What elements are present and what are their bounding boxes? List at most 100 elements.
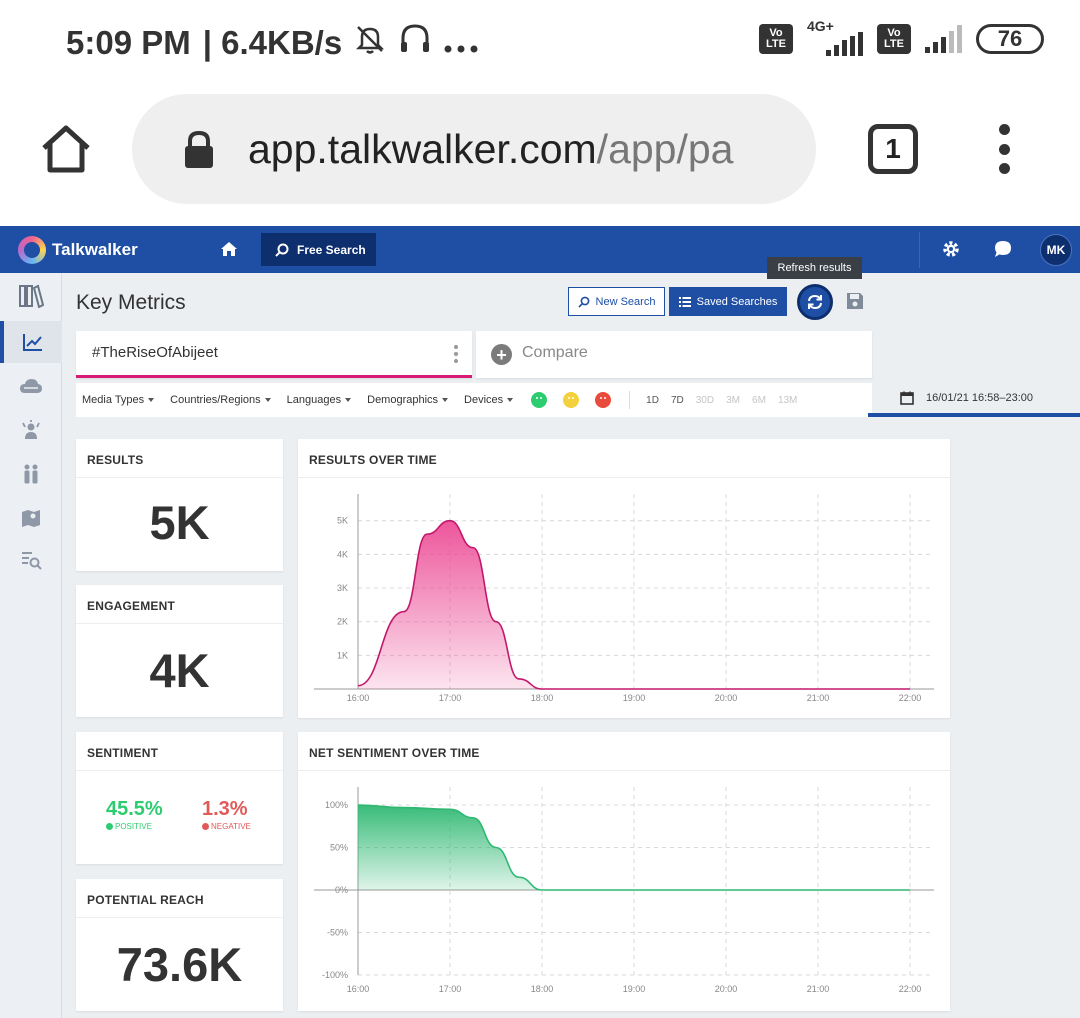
list-search-icon xyxy=(22,552,42,570)
x-tick-label: 20:00 xyxy=(715,984,738,994)
tab-switcher-button[interactable]: 1 xyxy=(868,124,918,174)
filter-demographics[interactable]: Demographics xyxy=(367,394,449,406)
app-home-button[interactable] xyxy=(220,240,238,263)
home-icon xyxy=(221,242,237,256)
header-divider xyxy=(919,232,920,268)
search-icon xyxy=(275,243,289,257)
url-host: app.talkwalker.com xyxy=(248,126,597,172)
refresh-tooltip: Refresh results xyxy=(767,257,862,279)
sidebar-item-library[interactable] xyxy=(0,275,62,317)
influencer-icon xyxy=(22,420,40,439)
app-header: Talkwalker Free Search MK xyxy=(0,226,1080,273)
sidebar-item-demographics[interactable] xyxy=(0,453,62,495)
y-tick-label: 5K xyxy=(337,516,348,526)
date-range-picker[interactable]: 16/01/21 16:58–23:00 xyxy=(868,383,1080,417)
signal-4g: 4G+ xyxy=(807,18,863,56)
settings-button[interactable] xyxy=(941,239,961,264)
period-13m[interactable]: 13M xyxy=(777,394,798,406)
sentiment-title: SENTIMENT xyxy=(87,746,159,760)
floppy-disk-icon xyxy=(847,293,863,309)
sidebar-item-search-list[interactable] xyxy=(0,539,62,581)
list-icon xyxy=(678,296,691,307)
caret-down-icon xyxy=(148,398,155,402)
chat-button[interactable] xyxy=(993,239,1013,264)
engagement-value: 4K xyxy=(149,644,210,697)
compare-tab[interactable]: + Compare xyxy=(476,331,872,378)
caret-down-icon xyxy=(264,398,271,402)
volte-badge-1: Vo LTE xyxy=(759,24,793,54)
x-tick-label: 20:00 xyxy=(715,693,738,703)
filter-languages[interactable]: Languages xyxy=(287,394,352,406)
positive-sentiment-filter-icon[interactable] xyxy=(531,392,548,408)
period-30d[interactable]: 30D xyxy=(695,394,715,406)
volte-badge-2: Vo LTE xyxy=(877,24,911,54)
sentiment-chart: 100%50%0%-50%-100%16:00 17:00 18:00 19:00 20… xyxy=(314,787,934,994)
x-tick-label: 17:00 xyxy=(439,693,462,703)
positive-smile-icon xyxy=(106,823,113,830)
trend-chart-icon xyxy=(23,334,42,351)
x-tick-label: 18:00 xyxy=(531,693,554,703)
free-search-button[interactable]: Free Search xyxy=(261,233,376,266)
saved-searches-label: Saved Searches xyxy=(696,295,778,308)
address-bar[interactable]: app.talkwalker.com/app/pa xyxy=(132,94,816,204)
y-tick-label: 1K xyxy=(337,650,348,660)
x-tick-label: 17:00 xyxy=(439,984,462,994)
browser-home-button[interactable] xyxy=(38,122,94,178)
period-6m[interactable]: 6M xyxy=(752,394,766,406)
query-menu-button[interactable] xyxy=(454,345,458,363)
y-tick-label: -50% xyxy=(327,928,348,938)
sidebar-item-key-metrics[interactable] xyxy=(0,321,62,363)
new-search-label: New Search xyxy=(595,295,656,308)
period-7d[interactable]: 7D xyxy=(670,394,684,406)
saved-searches-button[interactable]: Saved Searches xyxy=(669,287,787,316)
card-separator xyxy=(298,477,950,478)
period-3m[interactable]: 3M xyxy=(726,394,741,406)
save-button[interactable] xyxy=(846,292,864,315)
sidebar-item-influencers[interactable] xyxy=(0,409,62,451)
x-tick-label: 19:00 xyxy=(623,984,646,994)
refresh-results-button[interactable] xyxy=(797,284,833,320)
card-separator xyxy=(76,770,283,771)
series-line xyxy=(357,519,910,690)
page-title: Key Metrics xyxy=(76,291,186,314)
sentiment-card: SENTIMENT 45.5% POSITIVE 1.3% NEGATIVE xyxy=(76,732,283,864)
new-search-button[interactable]: New Search xyxy=(568,287,665,316)
negative-frown-icon xyxy=(202,823,209,830)
sentiment-chart-title: NET SENTIMENT OVER TIME xyxy=(309,746,480,760)
sidebar-item-cloud[interactable] xyxy=(0,365,62,407)
results-over-time-card: RESULTS OVER TIME 1K 2K 3K 4K 5K 16:00 17:00 18… xyxy=(298,439,950,718)
results-card: RESULTS 5K xyxy=(76,439,283,571)
user-avatar[interactable]: MK xyxy=(1040,234,1072,266)
card-separator xyxy=(76,917,283,918)
home-icon xyxy=(42,125,90,173)
filter-bar: Media Types Countries/Regions Languages … xyxy=(76,383,872,417)
refresh-icon xyxy=(808,294,822,310)
browser-menu-button[interactable] xyxy=(994,124,1014,174)
filter-media-types[interactable]: Media Types xyxy=(82,394,155,406)
free-search-label: Free Search xyxy=(297,242,366,257)
caret-down-icon xyxy=(345,398,352,402)
map-icon xyxy=(22,510,40,527)
talkwalker-logo[interactable]: Talkwalker xyxy=(18,236,138,264)
x-tick-label: 16:00 xyxy=(347,693,370,703)
status-time: 5:09 PM xyxy=(66,24,191,61)
library-books-icon xyxy=(19,284,44,308)
engagement-card: ENGAGEMENT 4K xyxy=(76,585,283,717)
period-1d[interactable]: 1D xyxy=(646,394,659,406)
net-sentiment-card: NET SENTIMENT OVER TIME 100% 50% 0% -50% -10… xyxy=(298,732,950,1011)
sidebar-item-map[interactable] xyxy=(0,497,62,539)
filter-devices[interactable]: Devices xyxy=(464,394,514,406)
negative-label: NEGATIVE xyxy=(202,822,251,831)
chat-bubble-icon xyxy=(995,241,1011,257)
logo-mark-icon xyxy=(18,236,46,264)
negative-sentiment-filter-icon[interactable] xyxy=(595,392,612,408)
x-tick-label: 21:00 xyxy=(807,984,830,994)
headset-icon xyxy=(398,22,432,64)
signal-bars xyxy=(925,25,962,53)
filter-divider xyxy=(629,391,631,409)
neutral-sentiment-filter-icon[interactable] xyxy=(563,392,580,408)
filter-countries[interactable]: Countries/Regions xyxy=(170,394,271,406)
query-tab[interactable]: #TheRiseOfAbijeet xyxy=(76,331,472,378)
engagement-title: ENGAGEMENT xyxy=(87,599,176,613)
y-tick-label: 2K xyxy=(337,617,348,627)
